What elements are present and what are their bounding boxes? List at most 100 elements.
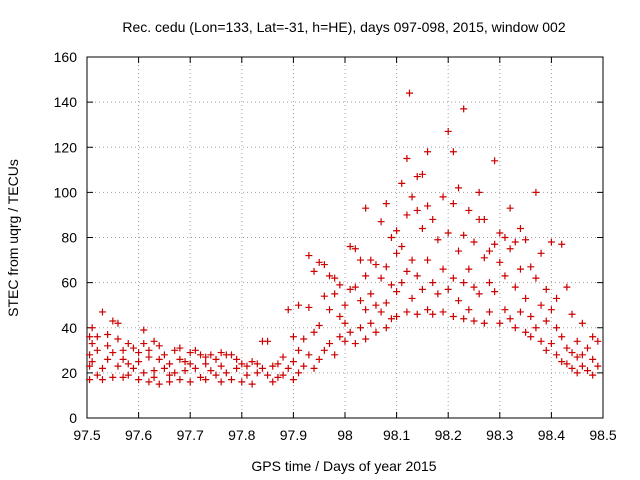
data-point (594, 362, 602, 370)
data-point (176, 344, 184, 352)
data-point (491, 157, 499, 165)
data-point (346, 285, 354, 293)
data-point (449, 274, 457, 282)
data-point (145, 378, 153, 386)
data-point (155, 342, 163, 350)
grid-lines (87, 57, 603, 418)
data-point (217, 378, 225, 386)
data-point (104, 355, 112, 363)
data-point (315, 355, 323, 363)
data-point (315, 321, 323, 329)
data-point (480, 215, 488, 223)
data-point (362, 204, 370, 212)
data-point (243, 362, 251, 370)
y-tick-label: 140 (54, 94, 78, 110)
y-tick-label: 20 (61, 365, 77, 381)
data-point (176, 376, 184, 384)
data-point (362, 335, 370, 343)
data-point (496, 258, 504, 266)
data-point (563, 344, 571, 352)
data-point (418, 224, 426, 232)
data-point (88, 324, 96, 332)
data-point (501, 306, 509, 314)
data-point (516, 224, 524, 232)
data-point (114, 335, 122, 343)
data-point (398, 179, 406, 187)
x-tick-label: 98.5 (589, 427, 616, 443)
data-point (119, 346, 127, 354)
data-point (93, 333, 101, 341)
data-point (191, 346, 199, 354)
data-point (537, 337, 545, 345)
data-point (382, 324, 390, 332)
data-point (573, 353, 581, 361)
data-point (331, 290, 339, 298)
data-point (326, 272, 334, 280)
data-point (372, 301, 380, 309)
data-point (150, 367, 158, 375)
y-tick-label: 100 (54, 184, 78, 200)
data-point (563, 283, 571, 291)
data-point (351, 283, 359, 291)
data-point (429, 215, 437, 223)
data-point (449, 148, 457, 156)
x-tick-label: 98.1 (383, 427, 410, 443)
data-point (98, 376, 106, 384)
data-point (527, 333, 535, 341)
data-point (460, 231, 468, 239)
data-point (305, 252, 313, 260)
data-point (248, 380, 256, 388)
data-point (305, 303, 313, 311)
data-point (331, 351, 339, 359)
data-point (202, 376, 210, 384)
data-point (124, 360, 132, 368)
data-point (140, 369, 148, 377)
data-point (269, 378, 277, 386)
data-point (398, 243, 406, 251)
data-point (197, 351, 205, 359)
data-point (491, 288, 499, 296)
data-point (444, 285, 452, 293)
data-point (212, 371, 220, 379)
data-point (166, 371, 174, 379)
data-point (88, 340, 96, 348)
data-point (326, 340, 334, 348)
data-point (413, 173, 421, 181)
data-point (439, 193, 447, 201)
data-point (176, 355, 184, 363)
data-point (367, 256, 375, 264)
data-point (171, 369, 179, 377)
data-point (496, 319, 504, 327)
data-point (320, 292, 328, 300)
data-point (310, 267, 318, 275)
y-tick-label: 80 (61, 230, 77, 246)
data-point (289, 358, 297, 366)
data-point (222, 369, 230, 377)
data-point (558, 333, 566, 341)
data-point (160, 351, 168, 359)
data-point (346, 243, 354, 251)
data-point (532, 188, 540, 196)
data-point (258, 364, 266, 372)
data-point (109, 349, 117, 357)
data-point (372, 328, 380, 336)
data-point (264, 371, 272, 379)
data-point (300, 335, 308, 343)
data-point (356, 324, 364, 332)
data-point (408, 193, 416, 201)
data-point (326, 306, 334, 314)
data-point (460, 279, 468, 287)
data-point (377, 274, 385, 282)
data-point (465, 265, 473, 273)
data-point (104, 331, 112, 339)
data-point (429, 279, 437, 287)
data-point (568, 364, 576, 372)
data-point (315, 258, 323, 266)
data-point (227, 351, 235, 359)
data-point (305, 351, 313, 359)
data-point (217, 362, 225, 370)
data-point (403, 155, 411, 163)
x-tick-label: 97.9 (280, 427, 307, 443)
data-point (382, 263, 390, 271)
